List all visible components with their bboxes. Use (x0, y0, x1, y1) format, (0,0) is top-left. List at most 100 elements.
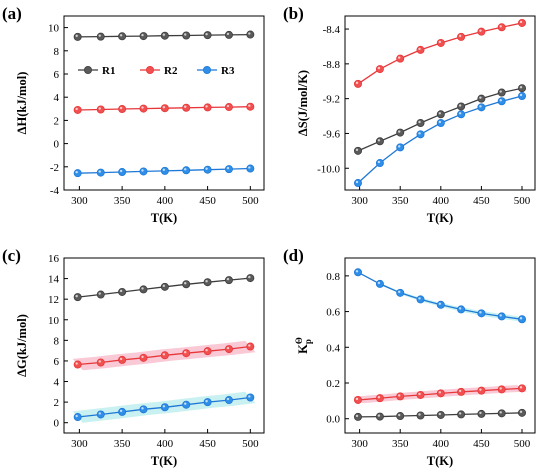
data-point-highlight (499, 387, 502, 390)
data-point-highlight (141, 355, 144, 359)
y-axis-title: ΔH(kJ/mol) (15, 72, 29, 135)
data-point-highlight (75, 294, 78, 298)
data-point-R1 (457, 410, 466, 419)
data-point-R2 (160, 351, 169, 360)
data-point-R1 (375, 137, 384, 146)
data-point-R1 (396, 128, 405, 137)
data-point-highlight (141, 33, 144, 37)
data-point-R3 (96, 168, 105, 177)
data-point-R1 (353, 146, 362, 155)
data-point-R2 (375, 394, 384, 403)
x-tick-label: 350 (114, 438, 131, 450)
data-point-highlight (458, 112, 462, 115)
data-point-highlight (162, 33, 166, 36)
data-point-highlight (98, 34, 101, 37)
data-point-highlight (248, 395, 251, 398)
data-point-highlight (479, 96, 482, 99)
data-point-R3 (477, 103, 486, 112)
data-point-highlight (438, 120, 442, 124)
y-tick-label: 0 (54, 418, 60, 430)
data-point-R2 (375, 65, 384, 74)
data-point-R2 (416, 45, 425, 54)
data-point-highlight (226, 346, 230, 350)
data-point-R3 (203, 165, 212, 174)
data-point-highlight (519, 386, 523, 389)
plot-frame (63, 15, 265, 191)
data-point-highlight (398, 290, 401, 294)
data-point-R3 (96, 410, 105, 419)
y-tick-label: 4 (54, 377, 60, 389)
data-point-highlight (98, 170, 101, 173)
data-point-R1 (246, 30, 255, 39)
data-point-highlight (119, 357, 123, 361)
data-point-highlight (377, 66, 381, 70)
data-point-R1 (139, 285, 148, 294)
data-point-R2 (224, 103, 233, 112)
data-point-highlight (248, 104, 251, 107)
data-point-R3 (353, 268, 362, 277)
data-point-highlight (377, 139, 381, 142)
data-point-highlight (226, 397, 230, 401)
data-point-highlight (162, 168, 166, 172)
data-point-highlight (119, 289, 123, 293)
data-point-R1 (477, 94, 486, 103)
data-point-R3 (375, 159, 384, 168)
data-point-highlight (377, 414, 381, 417)
data-point-R3 (182, 400, 191, 409)
data-point-highlight (162, 284, 166, 288)
data-point-R2 (203, 347, 212, 356)
x-tick-label: 500 (514, 438, 531, 450)
y-tick-label: 10 (48, 23, 60, 35)
data-point-highlight (162, 353, 166, 356)
data-point-R2 (477, 27, 486, 36)
data-point-R2 (497, 385, 506, 394)
data-point-R1 (118, 32, 127, 41)
legend-label-R3: R3 (221, 65, 235, 77)
data-point-highlight (479, 411, 482, 415)
data-point-R1 (353, 412, 362, 421)
data-point-R1 (518, 84, 527, 93)
data-point-R2 (436, 38, 445, 47)
data-point-R2 (246, 102, 255, 111)
x-tick-label: 500 (242, 438, 259, 450)
data-point-R3 (160, 403, 169, 412)
y-tick-label: 2 (54, 397, 60, 409)
series-R2 (353, 384, 527, 404)
y-axis-title: ΔS(J/mol/K) (296, 70, 310, 136)
panel-b: (b) 300 350 400 450 500 -10.0 -9.6 -9.2 -8.8 -8.4 T… (283, 4, 536, 225)
data-point-R3 (246, 164, 255, 173)
series-R2 (73, 342, 255, 369)
y-axis-title: ΔG(kJ/mol) (15, 314, 29, 377)
data-point-R2 (457, 387, 466, 396)
data-point-highlight (377, 395, 381, 399)
data-point-R3 (416, 130, 425, 139)
x-tick-label: 450 (199, 438, 216, 450)
data-point-highlight (499, 25, 502, 28)
data-point-R1 (518, 408, 527, 417)
data-point-highlight (479, 29, 482, 32)
legend-label-R2: R2 (164, 65, 178, 77)
data-point-highlight (226, 277, 230, 281)
legend-marker-R2 (145, 66, 154, 75)
y-tick-label: 6 (54, 356, 60, 368)
x-axis-title: T(K) (151, 211, 177, 225)
data-point-R1 (396, 412, 405, 421)
data-point-R2 (518, 384, 527, 393)
data-point-highlight (418, 47, 421, 51)
data-point-highlight (519, 317, 523, 320)
data-point-R2 (73, 105, 82, 114)
data-point-R3 (518, 92, 527, 101)
y-tick-label: 14 (48, 274, 60, 286)
x-tick-label: 450 (473, 195, 490, 207)
x-tick-label: 500 (242, 195, 259, 207)
series-line-R3 (357, 271, 523, 320)
series-R3 (73, 393, 255, 422)
data-point-R1 (436, 410, 445, 419)
data-point-highlight (184, 351, 187, 354)
data-point-highlight (398, 130, 401, 133)
data-point-highlight (499, 314, 502, 317)
data-point-R2 (139, 104, 148, 113)
data-point-highlight (398, 394, 401, 397)
data-point-R1 (246, 274, 255, 283)
